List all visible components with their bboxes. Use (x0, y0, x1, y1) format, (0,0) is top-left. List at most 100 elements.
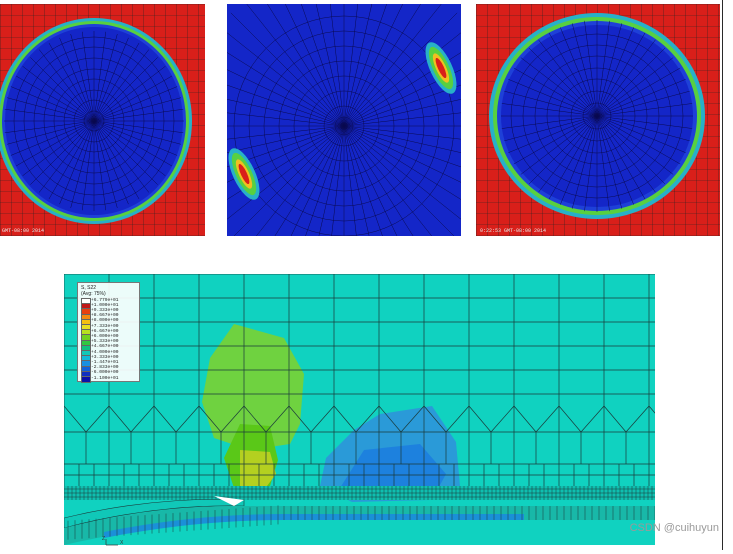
mesh-spoke (343, 125, 357, 236)
mesh-spoke (528, 47, 598, 117)
mesh-spoke (93, 31, 106, 122)
mesh-spoke (343, 125, 461, 200)
mesh-spoke (343, 84, 461, 127)
mesh-spoke (22, 66, 95, 122)
mesh-spoke (227, 125, 345, 183)
mesh-spoke (227, 112, 345, 127)
mesh-spoke (596, 115, 690, 142)
contact-pressure-panel-2 (227, 4, 461, 236)
mesh-line (400, 405, 425, 433)
mesh-spoke (93, 120, 106, 211)
mesh-spoke (596, 57, 674, 117)
mesh-spoke (596, 20, 610, 117)
triad-arrows (105, 539, 118, 546)
mesh-line (265, 405, 290, 433)
mesh-spoke (508, 115, 598, 153)
timestamp-text: GMT-08:00 2014 (2, 228, 45, 234)
axis-triad: Z X (100, 536, 126, 548)
mesh-spoke (10, 120, 95, 156)
legend-value: +8.000e+00 (91, 318, 119, 324)
mesh-spoke (93, 120, 140, 200)
mesh-spoke (39, 120, 95, 193)
mesh-line (423, 405, 447, 433)
mesh-spoke (560, 27, 598, 117)
mesh-spoke (59, 37, 95, 122)
legend-value: +4.000e+00 (91, 349, 119, 355)
mesh-spoke (93, 42, 140, 122)
mesh-spoke (596, 115, 634, 205)
mesh-spoke (227, 99, 345, 127)
mesh-line (603, 405, 627, 433)
mesh-spoke (227, 125, 345, 153)
mesh-spoke (93, 120, 184, 133)
mesh-line (468, 405, 492, 433)
mesh-spoke (343, 125, 370, 236)
mesh-spoke (548, 32, 598, 117)
mesh-line (558, 405, 582, 433)
mesh-spoke (596, 115, 693, 129)
mesh-spoke (59, 120, 95, 205)
mesh-spoke (93, 49, 149, 122)
mesh-spoke (315, 4, 345, 127)
mesh-spoke (596, 115, 656, 193)
mesh-spoke (7, 97, 95, 122)
mesh-spoke (227, 84, 345, 127)
mesh-spoke (7, 120, 95, 145)
mesh-spoke (538, 115, 598, 193)
mesh-spoke (343, 125, 455, 236)
legend-value: -6.000e+00 (91, 370, 119, 376)
mesh-spoke (596, 47, 666, 117)
mesh-line (153, 405, 177, 433)
mesh-spoke (584, 115, 598, 212)
mesh-spoke (343, 125, 461, 183)
mesh-spoke (538, 39, 598, 117)
mesh-line (175, 405, 200, 433)
mesh-spoke (30, 57, 95, 122)
mesh-spoke (584, 20, 598, 117)
triad-z-label: Z (102, 536, 106, 542)
mesh-spoke (343, 4, 358, 127)
mesh-spoke (343, 69, 461, 127)
mesh-spoke (596, 67, 681, 117)
mesh-spoke (596, 115, 646, 200)
mesh-spoke (255, 125, 345, 236)
mesh-spoke (343, 125, 461, 140)
mesh-spoke (343, 125, 383, 236)
mesh-spoke (596, 115, 681, 165)
mesh-spoke (227, 32, 345, 127)
mesh-spoke (343, 4, 404, 127)
mesh-spoke (93, 120, 173, 167)
mesh-spoke (596, 103, 693, 117)
mesh-spoke (301, 4, 345, 127)
mesh-spoke (520, 57, 598, 117)
mesh-spoke (15, 120, 95, 167)
mesh-spoke (10, 86, 95, 122)
mesh-spoke (22, 120, 95, 176)
mesh-spoke (227, 125, 345, 220)
mesh-line (648, 405, 655, 414)
mesh-spoke (227, 69, 345, 127)
mesh-spoke (246, 4, 345, 127)
mesh-line (355, 405, 380, 433)
legend-value: +6.667e+00 (91, 328, 119, 334)
mesh-spoke (513, 67, 598, 117)
mesh-spoke (48, 120, 95, 200)
mesh-spoke (504, 90, 598, 117)
mesh-spoke (343, 4, 442, 127)
mesh-spoke (560, 115, 598, 205)
mesh-spoke (48, 42, 95, 122)
mesh-spoke (343, 99, 461, 127)
legend-value: +8.667e+00 (91, 313, 119, 319)
mesh-spoke (93, 75, 173, 122)
contact-plot-2 (227, 4, 461, 236)
legend-value: +9.333e+00 (91, 307, 119, 313)
mesh-spoke (267, 4, 345, 127)
mesh-spoke (4, 109, 95, 122)
mesh-spoke (4, 120, 95, 133)
mesh-spoke (82, 120, 95, 211)
contact-pressure-panel-1: GMT-08:00 2014 (0, 4, 205, 236)
mesh-spoke (343, 32, 461, 127)
mesh-spoke (330, 4, 345, 127)
mesh-spoke (93, 34, 118, 122)
mesh-spoke (70, 34, 95, 122)
